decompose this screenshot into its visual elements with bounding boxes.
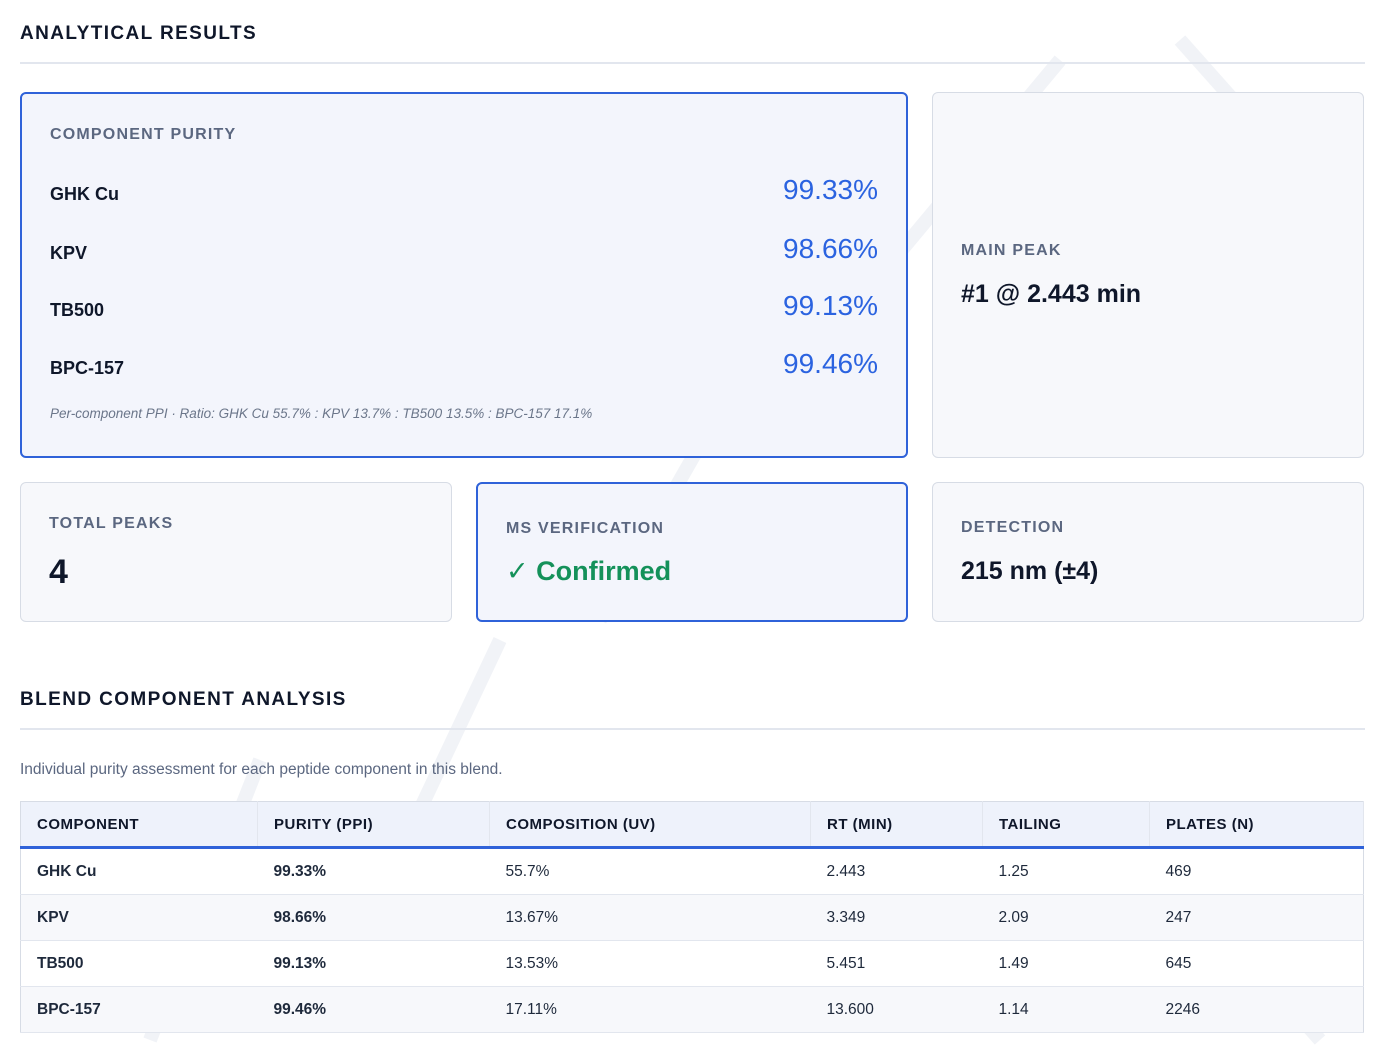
cell-tailing: 2.09 bbox=[982, 894, 1150, 941]
section-divider bbox=[20, 62, 1365, 64]
cell-purity: 99.13% bbox=[257, 940, 490, 987]
column-header-purity: PURITY (PPI) bbox=[257, 801, 490, 849]
detection-card: DETECTION 215 nm (±4) bbox=[932, 482, 1364, 622]
total-peaks-card: TOTAL PEAKS 4 bbox=[20, 482, 452, 622]
purity-value: 99.46% bbox=[783, 348, 878, 379]
main-peak-value: #1 @ 2.443 min bbox=[961, 280, 1142, 308]
column-header-plates: PLATES (N) bbox=[1149, 801, 1364, 849]
table-header-row: COMPONENT PURITY (PPI) COMPOSITION (UV) … bbox=[20, 801, 1364, 849]
purity-component-name: KPV bbox=[50, 243, 88, 263]
purity-row: TB500 99.13% bbox=[50, 290, 878, 330]
cell-composition: 13.67% bbox=[489, 894, 811, 941]
ms-verification-label: MS VERIFICATION bbox=[506, 520, 665, 537]
column-header-component: COMPONENT bbox=[20, 801, 258, 849]
cell-rt: 3.349 bbox=[810, 894, 983, 941]
purity-value: 99.13% bbox=[783, 290, 878, 321]
cell-component: BPC-157 bbox=[20, 986, 258, 1033]
cell-composition: 55.7% bbox=[489, 847, 811, 895]
table-row: TB500 99.13% 13.53% 5.451 1.49 645 bbox=[20, 940, 1364, 987]
cell-purity: 99.46% bbox=[257, 986, 490, 1033]
table-row: GHK Cu 99.33% 55.7% 2.443 1.25 469 bbox=[20, 847, 1364, 895]
cell-composition: 13.53% bbox=[489, 940, 811, 987]
cell-tailing: 1.14 bbox=[982, 986, 1150, 1033]
column-header-rt: RT (MIN) bbox=[810, 801, 983, 849]
ratio-note: Per-component PPI · Ratio: GHK Cu 55.7% … bbox=[50, 406, 593, 421]
main-peak-card: MAIN PEAK #1 @ 2.443 min bbox=[932, 92, 1364, 458]
detection-label: DETECTION bbox=[961, 519, 1065, 536]
purity-value: 98.66% bbox=[783, 233, 878, 264]
purity-component-name: TB500 bbox=[50, 300, 105, 320]
analytical-results-title: ANALYTICAL RESULTS bbox=[20, 23, 258, 44]
cell-plates: 469 bbox=[1149, 847, 1364, 895]
cell-plates: 247 bbox=[1149, 894, 1364, 941]
purity-row: KPV 98.66% bbox=[50, 233, 878, 273]
cell-tailing: 1.49 bbox=[982, 940, 1150, 987]
component-purity-card: COMPONENT PURITY GHK Cu 99.33% KPV 98.66… bbox=[20, 92, 908, 458]
component-purity-label: COMPONENT PURITY bbox=[50, 126, 237, 143]
cell-rt: 5.451 bbox=[810, 940, 983, 987]
cell-purity: 99.33% bbox=[257, 847, 490, 895]
purity-component-name: GHK Cu bbox=[50, 184, 119, 204]
cell-plates: 645 bbox=[1149, 940, 1364, 987]
cell-purity: 98.66% bbox=[257, 894, 490, 941]
cell-component: TB500 bbox=[20, 940, 258, 987]
cell-composition: 17.11% bbox=[489, 986, 811, 1033]
cell-rt: 13.600 bbox=[810, 986, 983, 1033]
blend-analysis-table: COMPONENT PURITY (PPI) COMPOSITION (UV) … bbox=[20, 801, 1364, 1033]
detection-value: 215 nm (±4) bbox=[961, 557, 1099, 585]
cell-component: GHK Cu bbox=[20, 847, 258, 895]
table-row: KPV 98.66% 13.67% 3.349 2.09 247 bbox=[20, 894, 1364, 941]
ms-verification-card: MS VERIFICATION ✓ Confirmed bbox=[476, 482, 908, 622]
cell-component: KPV bbox=[20, 894, 258, 941]
cell-tailing: 1.25 bbox=[982, 847, 1150, 895]
main-peak-label: MAIN PEAK bbox=[961, 242, 1062, 259]
ms-verification-status: ✓ Confirmed bbox=[506, 556, 672, 586]
cell-plates: 2246 bbox=[1149, 986, 1364, 1033]
total-peaks-label: TOTAL PEAKS bbox=[49, 515, 174, 532]
cell-rt: 2.443 bbox=[810, 847, 983, 895]
blend-analysis-title: BLEND COMPONENT ANALYSIS bbox=[20, 689, 347, 710]
purity-row: GHK Cu 99.33% bbox=[50, 174, 878, 214]
table-row: BPC-157 99.46% 17.11% 13.600 1.14 2246 bbox=[20, 986, 1364, 1033]
column-header-composition: COMPOSITION (UV) bbox=[489, 801, 811, 849]
total-peaks-value: 4 bbox=[49, 553, 68, 591]
purity-row: BPC-157 99.46% bbox=[50, 348, 878, 388]
blend-intro-text: Individual purity assessment for each pe… bbox=[20, 761, 503, 778]
section-divider bbox=[20, 728, 1365, 730]
column-header-tailing: TAILING bbox=[982, 801, 1150, 849]
purity-component-name: BPC-157 bbox=[50, 358, 125, 378]
purity-value: 99.33% bbox=[783, 174, 878, 205]
